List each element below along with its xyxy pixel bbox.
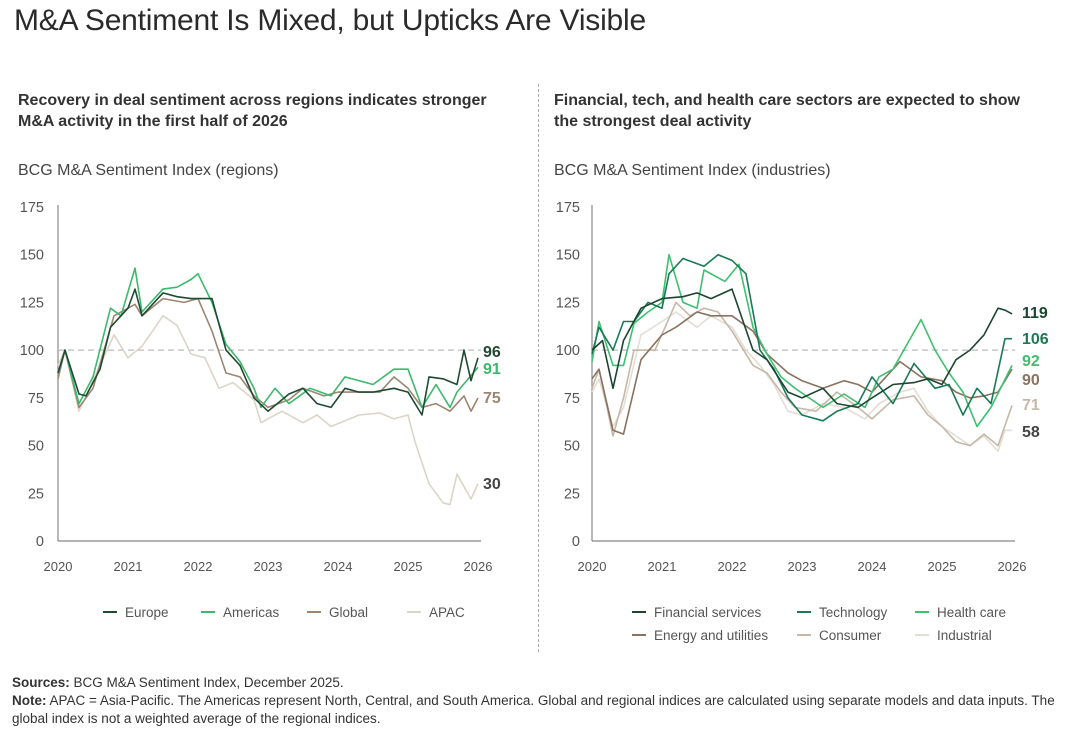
x-tick-label: 2026 [464,559,493,574]
end-label-global: 75 [483,390,501,407]
end-label-apac: 30 [483,476,501,493]
legend-item: Technology [797,605,887,620]
y-tick-label: 150 [20,248,44,264]
legend-swatch [915,634,929,637]
note-text: APAC = Asia-Pacific. The Americas repres… [12,693,1055,726]
legend-swatch [632,611,646,614]
footer-notes: Sources: BCG M&A Sentiment Index, Decemb… [12,674,1078,728]
y-tick-label: 125 [556,295,580,311]
sources-label: Sources: [12,675,70,690]
x-tick-label: 2024 [324,559,353,574]
legend-label: Health care [937,605,1007,620]
legend-label: Industrial [937,628,992,643]
end-label-americas: 91 [483,361,501,378]
x-tick-label: 2025 [928,559,957,574]
y-tick-label: 50 [28,439,44,455]
end-label-technology: 106 [1022,331,1049,348]
legend-swatch [632,634,646,637]
x-tick-label: 2024 [858,559,887,574]
y-tick-label: 150 [556,248,580,264]
series-line-industrial [591,311,1012,453]
y-tick-label: 25 [564,486,580,502]
legend-item: Americas [201,605,279,620]
series-line-europe [57,288,479,416]
y-tick-label: 0 [36,534,44,550]
series-line-health-care [591,253,1013,428]
y-tick-label: 175 [20,200,44,216]
legend-swatch [407,611,421,614]
end-label-europe: 96 [483,344,501,361]
series-line-financial-services [591,288,1013,409]
legend-item: Europe [103,605,169,620]
series-line-energy-and-utilities [591,311,1013,435]
legend-item: Health care [915,605,1006,620]
y-tick-label: 175 [556,200,580,216]
legend-swatch [797,611,811,614]
x-tick-label: 2020 [44,559,73,574]
x-tick-label: 2022 [184,559,213,574]
legend-item: APAC [407,605,465,620]
y-tick-label: 50 [564,439,580,455]
legend-label: Global [329,605,369,620]
series-line-technology [591,253,1012,422]
legend-label: Americas [223,605,280,620]
legend-item: Consumer [797,628,881,643]
legend-label: Consumer [819,628,882,643]
y-tick-label: 100 [20,343,44,359]
y-tick-label: 75 [564,391,580,407]
end-label-financial-services: 119 [1022,305,1048,322]
legend-item: Energy and utilities [632,628,768,643]
y-tick-label: 75 [28,391,44,407]
sources-line: Sources: BCG M&A Sentiment Index, Decemb… [12,674,1078,692]
x-tick-label: 2021 [648,559,677,574]
note-label: Note: [12,693,47,708]
series-line-apac [57,315,479,506]
legend-item: Financial services [632,605,761,620]
end-label-energy-and-utilities: 90 [1022,372,1040,389]
x-tick-label: 2026 [998,559,1027,574]
end-label-health-care: 92 [1022,353,1040,370]
series-line-americas [57,267,479,409]
legend-label: Financial services [654,605,762,620]
y-tick-label: 0 [572,534,580,550]
legend-swatch [307,611,321,614]
end-label-industrial: 58 [1022,424,1040,441]
series-line-global [57,297,479,412]
legend-label: APAC [429,605,465,620]
legend-swatch [201,611,215,614]
x-tick-label: 2021 [114,559,143,574]
y-tick-label: 125 [20,295,44,311]
page-title: M&A Sentiment Is Mixed, but Upticks Are … [14,4,646,37]
legend-item: Global [307,605,368,620]
left-chart-title: BCG M&A Sentiment Index (regions) [18,162,279,179]
note-line: Note: APAC = Asia-Pacific. The Americas … [12,692,1078,728]
legend-label: Energy and utilities [654,628,769,643]
panel-divider [538,84,539,652]
x-tick-label: 2020 [578,559,607,574]
y-tick-label: 100 [556,343,580,359]
right-chart-title: BCG M&A Sentiment Index (industries) [554,162,831,179]
legend-swatch [103,611,117,614]
legend-item: Industrial [915,628,992,643]
end-label-consumer: 71 [1022,397,1040,414]
legend-swatch [915,611,929,614]
x-tick-label: 2022 [718,559,747,574]
legend-label: Technology [819,605,888,620]
left-chart-subtitle: Recovery in deal sentiment across region… [18,92,487,130]
x-tick-label: 2023 [254,559,283,574]
legend-swatch [797,634,811,637]
x-tick-label: 2023 [788,559,817,574]
right-chart-subtitle: Financial, tech, and health care sectors… [554,92,1020,130]
x-tick-label: 2025 [394,559,423,574]
y-tick-label: 25 [28,486,44,502]
sources-text: BCG M&A Sentiment Index, December 2025. [73,675,344,690]
legend-label: Europe [125,605,169,620]
series-line-consumer [591,301,1013,447]
